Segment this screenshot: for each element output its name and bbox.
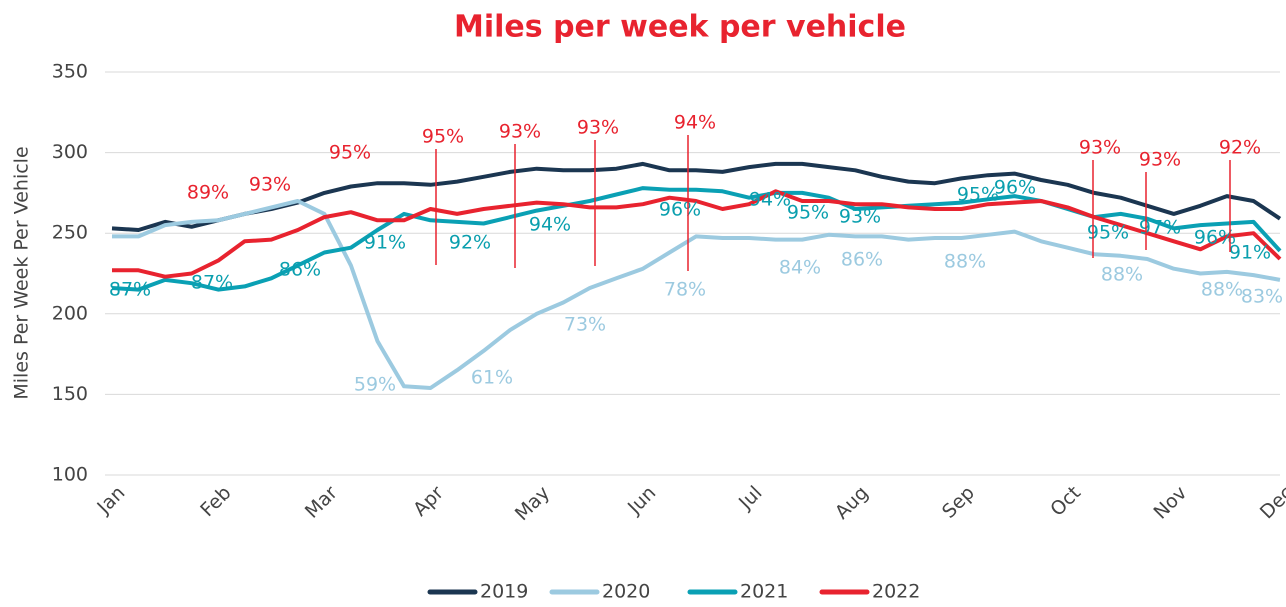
- x-tick-label: Jan: [92, 482, 129, 519]
- annotation: 95%: [1087, 222, 1129, 244]
- annotation: 92%: [449, 232, 491, 254]
- annotation: 96%: [994, 177, 1036, 199]
- x-tick-label: Nov: [1149, 482, 1191, 524]
- annotation: 73%: [564, 314, 606, 336]
- annotation: 95%: [787, 202, 829, 224]
- annotation: 96%: [1194, 227, 1236, 249]
- x-tick-label: May: [511, 482, 554, 525]
- line-series: [112, 199, 1281, 390]
- chart-title: Miles per week per vehicle: [454, 10, 906, 45]
- annotation: 86%: [279, 259, 321, 281]
- annotation: 93%: [499, 121, 541, 143]
- y-tick-label: 100: [52, 464, 88, 486]
- y-tick-label: 200: [52, 302, 88, 324]
- annotation: 61%: [471, 367, 513, 389]
- annotation: 94%: [749, 189, 791, 211]
- annotation: 96%: [659, 199, 701, 221]
- annotation: 95%: [957, 184, 999, 206]
- x-tick-label: Jul: [734, 482, 766, 514]
- line-series: [112, 189, 1282, 279]
- annotation: 89%: [187, 182, 229, 204]
- annotation: 94%: [529, 214, 571, 236]
- legend-label: 2020: [602, 581, 650, 603]
- annotation: 93%: [249, 174, 291, 196]
- x-tick-label: Sep: [938, 482, 979, 523]
- y-axis-label: Miles Per Week Per Vehicle: [11, 146, 33, 399]
- annotation: 91%: [364, 232, 406, 254]
- legend-label: 2019: [480, 581, 528, 603]
- annotation: 87%: [191, 272, 233, 294]
- x-tick-label: Jun: [623, 482, 660, 519]
- annotation: 93%: [839, 206, 881, 228]
- x-tick-label: Mar: [301, 482, 342, 523]
- annotation: 94%: [674, 112, 716, 134]
- annotation: 83%: [1241, 286, 1283, 308]
- annotation: 92%: [1219, 137, 1261, 159]
- annotation: 88%: [1201, 279, 1243, 301]
- annotation: 59%: [354, 374, 396, 396]
- annotation: 93%: [1139, 149, 1181, 171]
- annotation: 95%: [329, 142, 371, 164]
- line-series: [111, 161, 1282, 232]
- x-tick-label: Aug: [831, 482, 873, 524]
- annotation: 78%: [664, 279, 706, 301]
- annotation: 86%: [841, 249, 883, 271]
- x-tick-label: Feb: [196, 482, 235, 521]
- y-tick-label: 250: [52, 222, 88, 244]
- y-tick-label: 150: [52, 383, 88, 405]
- x-tick-label: Apr: [409, 482, 448, 521]
- annotation: 87%: [109, 279, 151, 301]
- annotation: 88%: [1101, 264, 1143, 286]
- annotation: 91%: [1229, 242, 1271, 264]
- legend-label: 2021: [740, 581, 788, 603]
- annotation: 84%: [779, 257, 821, 279]
- annotation: 97%: [1139, 217, 1181, 239]
- annotation: 95%: [422, 126, 464, 148]
- y-tick-label: 350: [52, 61, 88, 83]
- annotation: 88%: [944, 251, 986, 273]
- x-tick-label: Dec: [1256, 482, 1286, 524]
- y-tick-label: 300: [52, 141, 88, 163]
- annotation: 93%: [1079, 137, 1121, 159]
- x-tick-label: Oct: [1046, 482, 1085, 521]
- legend-label: 2022: [872, 581, 920, 603]
- annotation: 93%: [577, 117, 619, 139]
